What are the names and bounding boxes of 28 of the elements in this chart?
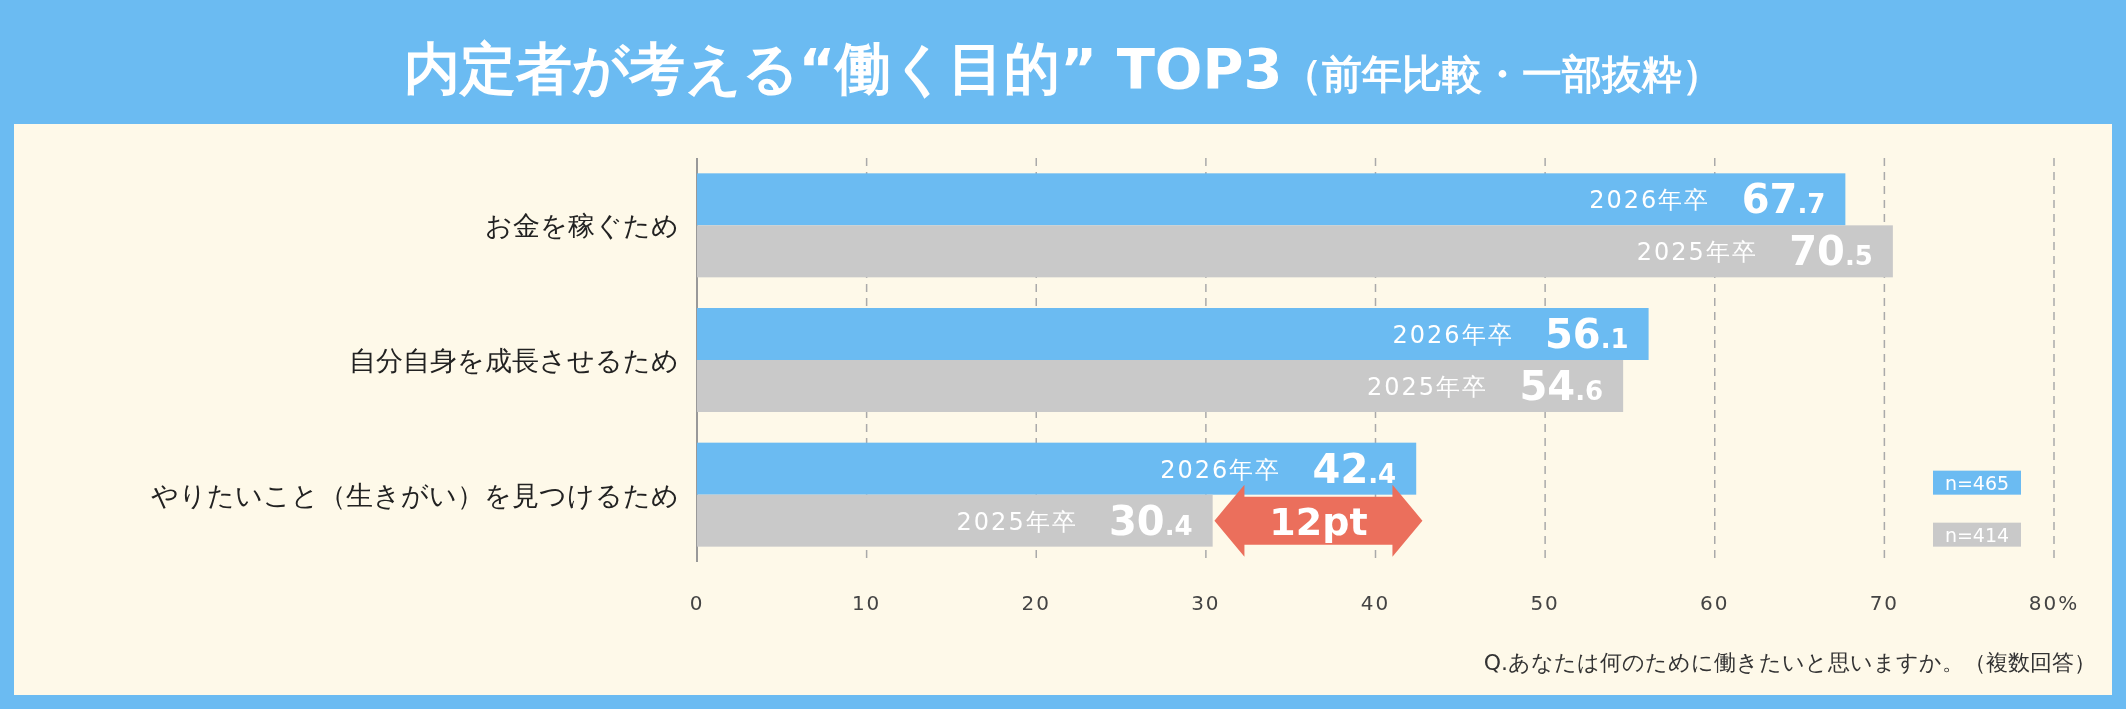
text: Q.あなたは何のために働きたいと思いますか。（複数回答）	[1483, 650, 2096, 675]
x-tick-label: 80%	[2028, 591, 2080, 615]
data-label: 56.1	[1544, 311, 1629, 357]
bar	[697, 308, 1649, 360]
data-label: 67.7	[1741, 176, 1826, 223]
x-tick-label: 0	[689, 591, 705, 615]
bar	[697, 442, 1417, 495]
chart-subtitle: （前年比較・一部抜粋）	[1282, 51, 1723, 97]
text: 2026年卒	[1392, 321, 1514, 349]
x-tick-label: 30	[1191, 591, 1221, 615]
x-tick-label: 70	[1869, 591, 1900, 615]
series-label: 2026年卒	[1589, 186, 1711, 215]
y-tick-label: お金を稼ぐため	[485, 210, 679, 242]
x-tick-label: 20	[1021, 591, 1051, 615]
chart-title: 内定者が考える“働く目的” TOP3	[403, 36, 1283, 101]
text: 2026年卒	[1160, 455, 1282, 484]
x-tick-label: 60	[1700, 591, 1730, 615]
y-tick-label: 自分自身を成長させるため	[349, 345, 679, 376]
bar	[697, 225, 1893, 278]
bar	[697, 173, 1846, 226]
annotation: n=465	[1944, 471, 2010, 494]
x-tick-label: 40	[1360, 591, 1391, 615]
bar	[697, 360, 1624, 412]
annotation: 12pt	[1269, 499, 1368, 544]
data-label: 42.4	[1312, 445, 1397, 492]
x-tick-label: 50	[1530, 591, 1560, 615]
x-tick-label: 10	[851, 591, 882, 615]
y-tick-label: やりたいこと（生きがい）を見つけるため	[151, 479, 679, 511]
